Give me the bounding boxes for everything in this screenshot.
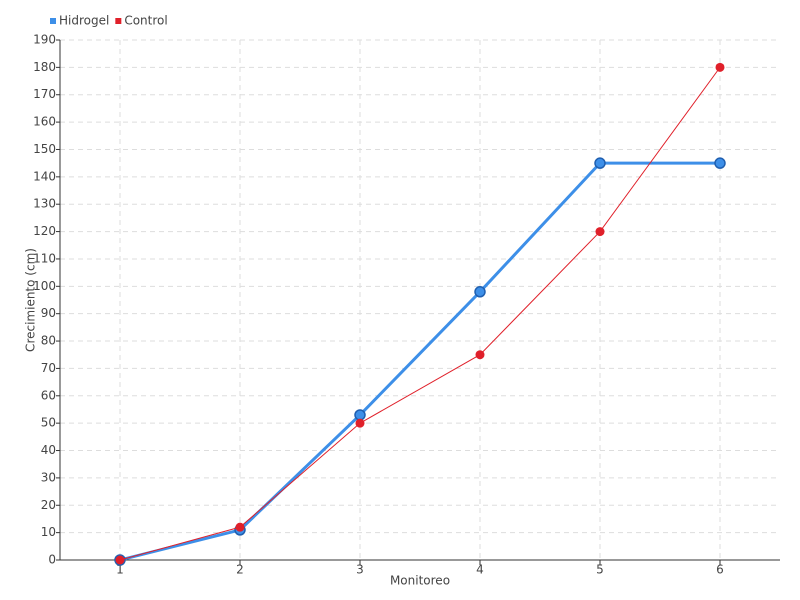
data-point xyxy=(714,157,726,169)
data-point xyxy=(355,418,365,428)
y-tick-label: 160 xyxy=(33,115,56,129)
y-tick-label: 130 xyxy=(33,197,56,211)
data-point xyxy=(474,286,486,298)
data-point xyxy=(475,350,485,360)
series-line xyxy=(119,161,720,562)
x-tick-label: 4 xyxy=(476,563,484,577)
y-tick-label: 10 xyxy=(41,525,56,539)
y-tick-label: 60 xyxy=(41,388,56,402)
x-axis-label: Monitoreo xyxy=(390,574,450,588)
y-tick-label: 0 xyxy=(48,553,56,567)
y-tick-label: 50 xyxy=(41,416,56,430)
y-tick-label: 30 xyxy=(41,470,56,484)
data-point xyxy=(115,555,125,565)
x-tick-label: 1 xyxy=(116,563,124,577)
data-point xyxy=(594,157,606,169)
legend-label: Control xyxy=(124,14,167,28)
y-tick-label: 170 xyxy=(33,87,56,101)
legend-swatch xyxy=(115,18,122,24)
y-axis-label: Crecimiento (cm) xyxy=(24,248,38,352)
x-tick-label: 3 xyxy=(356,563,364,577)
y-tick-label: 90 xyxy=(41,306,56,320)
data-point xyxy=(354,409,366,421)
y-tick-label: 100 xyxy=(33,279,56,293)
series-line xyxy=(119,67,721,561)
y-tick-label: 110 xyxy=(33,251,56,265)
y-tick-label: 190 xyxy=(33,33,56,47)
x-tick-label: 5 xyxy=(596,563,604,577)
y-tick-label: 40 xyxy=(41,443,56,457)
y-tick-label: 70 xyxy=(41,361,56,375)
legend-swatch xyxy=(50,18,56,24)
data-point xyxy=(715,62,725,72)
legend-label: Hidrogel xyxy=(59,14,109,28)
y-tick-label: 150 xyxy=(33,142,56,156)
y-tick-label: 180 xyxy=(33,60,56,74)
data-point xyxy=(595,227,605,237)
y-tick-label: 20 xyxy=(41,498,56,512)
data-point xyxy=(235,522,245,532)
y-tick-label: 140 xyxy=(33,169,56,183)
y-tick-label: 80 xyxy=(41,334,56,348)
x-tick-label: 2 xyxy=(236,563,244,577)
y-tick-label: 120 xyxy=(33,224,56,238)
x-tick-label: 6 xyxy=(716,563,724,577)
